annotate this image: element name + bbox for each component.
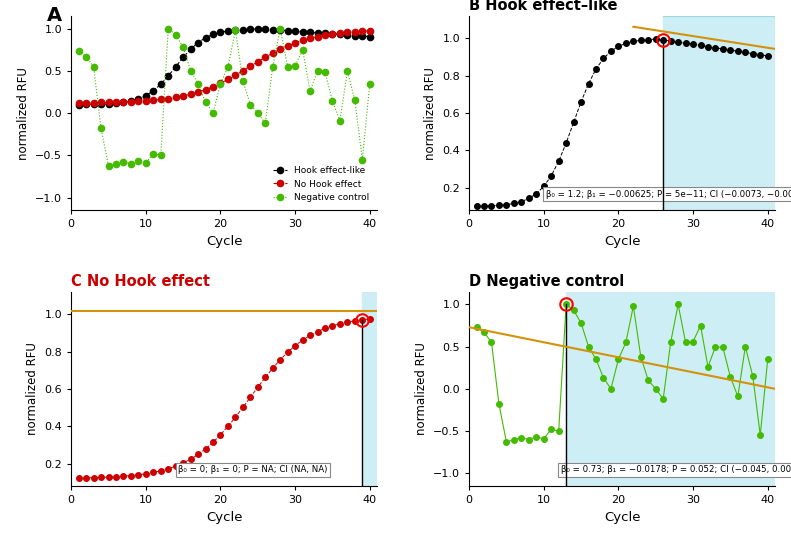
Bar	[663, 16, 775, 210]
X-axis label: Cycle: Cycle	[604, 511, 641, 523]
Bar	[566, 292, 775, 486]
Text: β₀ = 1.2; β₁ = −0.00625; P = 5e−11; CI (−0.0073, −0.0052): β₀ = 1.2; β₁ = −0.00625; P = 5e−11; CI (…	[546, 190, 791, 199]
Text: β₀ = 0.73; β₁ = −0.0178; P = 0.052; CI (−0.045, 0.009): β₀ = 0.73; β₁ = −0.0178; P = 0.052; CI (…	[561, 465, 791, 474]
X-axis label: Cycle: Cycle	[604, 235, 641, 248]
X-axis label: Cycle: Cycle	[206, 511, 243, 523]
Y-axis label: normalized RFU: normalized RFU	[17, 67, 29, 160]
Legend: Hook effect-like, No Hook effect, Negative control: Hook effect-like, No Hook effect, Negati…	[270, 162, 373, 206]
Text: β₀ = 0; β₁ = 0; P = NA; CI (NA, NA): β₀ = 0; β₁ = 0; P = NA; CI (NA, NA)	[178, 465, 327, 474]
Text: A: A	[47, 6, 62, 25]
Y-axis label: normalized RFU: normalized RFU	[26, 342, 39, 435]
Y-axis label: normalized RFU: normalized RFU	[424, 67, 437, 160]
Text: C No Hook effect: C No Hook effect	[71, 274, 210, 289]
Text: D Negative control: D Negative control	[469, 274, 624, 289]
Y-axis label: normalized RFU: normalized RFU	[414, 342, 427, 435]
Text: B Hook effect–like: B Hook effect–like	[469, 0, 618, 13]
X-axis label: Cycle: Cycle	[206, 235, 243, 248]
Bar	[362, 292, 377, 486]
